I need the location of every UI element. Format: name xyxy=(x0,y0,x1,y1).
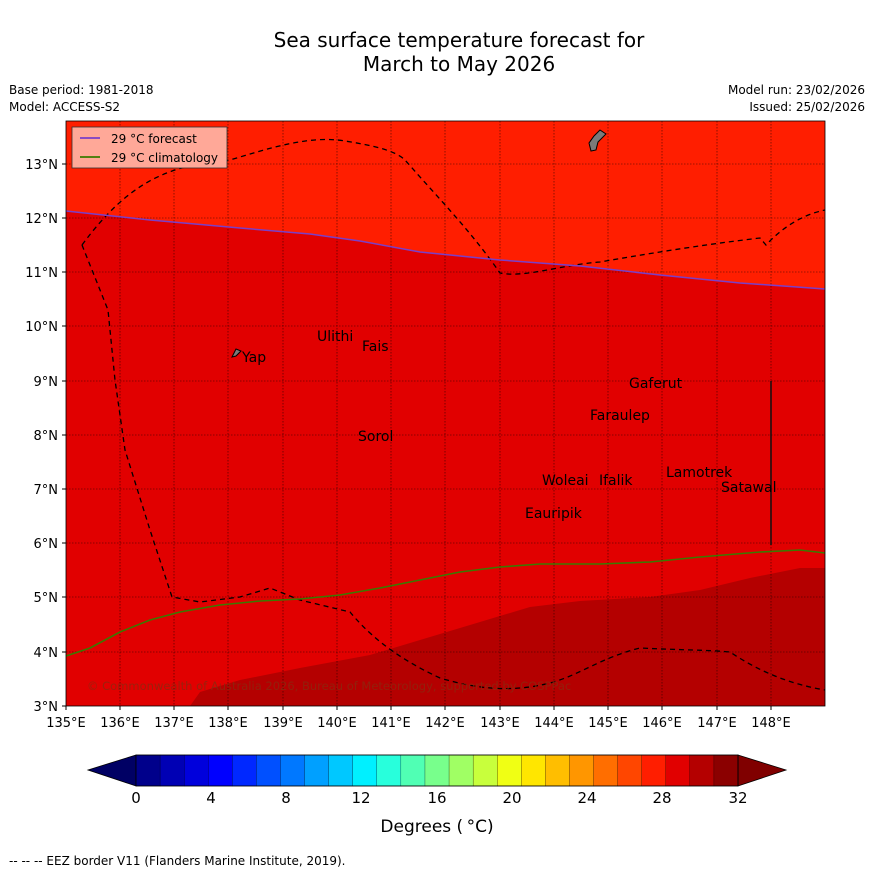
colorbar-tick-32: 32 xyxy=(728,789,747,807)
place-sorol: Sorol xyxy=(358,429,393,445)
model-text: Model: ACCESS-S2 xyxy=(9,100,121,114)
colorbar-swatches xyxy=(135,754,739,787)
colorbar-tick-8: 8 xyxy=(281,789,291,807)
place-ifalik: Ifalik xyxy=(599,473,633,489)
x-tick-138e: 138°E xyxy=(208,716,248,731)
colorbar-swatch xyxy=(304,754,330,787)
place-faraulep: Faraulep xyxy=(590,408,650,424)
x-axis xyxy=(65,706,772,710)
colorbar-swatch xyxy=(569,754,595,787)
y-tick-6n: 6°N xyxy=(34,537,59,552)
issued-text: Issued: 25/02/2026 xyxy=(749,100,865,114)
x-tick-145e: 145°E xyxy=(588,716,628,731)
x-tick-137e: 137°E xyxy=(154,716,194,731)
colorbar-swatch xyxy=(400,754,426,787)
colorbar-swatch xyxy=(328,754,354,787)
colorbar-tick-16: 16 xyxy=(427,789,446,807)
yap-island xyxy=(231,348,242,358)
x-tick-140e: 140°E xyxy=(317,716,357,731)
place-woleai: Woleai xyxy=(542,473,589,489)
y-axis xyxy=(62,163,66,707)
legend-forecast: 29 °C forecast xyxy=(111,132,197,146)
y-tick-9n: 9°N xyxy=(34,375,59,390)
forecast-29c-line xyxy=(65,210,826,290)
colorbar-tick-12: 12 xyxy=(351,789,370,807)
x-tick-135e: 135°E xyxy=(46,716,86,731)
colorbar-swatch xyxy=(280,754,306,787)
map-legend: 29 °C forecast 29 °C climatology xyxy=(71,126,228,169)
y-tick-8n: 8°N xyxy=(34,429,59,444)
x-tick-139e: 139°E xyxy=(263,716,303,731)
colorbar-tick-0: 0 xyxy=(131,789,141,807)
colorbar-swatch xyxy=(472,754,498,787)
x-tick-142e: 142°E xyxy=(425,716,465,731)
colorbar-swatch xyxy=(135,754,161,787)
y-tick-10n: 10°N xyxy=(25,320,58,335)
place-eauripik: Eauripik xyxy=(525,506,583,522)
colorbar-swatch xyxy=(232,754,257,787)
band-above-30 xyxy=(190,568,825,706)
base-period-text: Base period: 1981-2018 xyxy=(9,83,154,97)
y-tick-11n: 11°N xyxy=(25,266,58,281)
place-gaferut: Gaferut xyxy=(629,376,683,392)
band-28-29 xyxy=(66,211,825,706)
x-tick-141e: 141°E xyxy=(371,716,411,731)
chart-title-line1: Sea surface temperature forecast for xyxy=(273,28,645,52)
colorbar-swatch xyxy=(593,754,619,787)
colorbar-over-arrow xyxy=(737,754,788,787)
place-ulithi: Ulithi xyxy=(317,329,353,345)
x-tick-147e: 147°E xyxy=(697,716,737,731)
colorbar-swatch xyxy=(713,754,739,787)
place-satawal: Satawal xyxy=(721,480,776,496)
x-tick-144e: 144°E xyxy=(534,716,574,731)
place-yap: Yap xyxy=(241,350,266,366)
colorbar-swatch xyxy=(159,754,185,787)
colorbar-swatch xyxy=(545,754,570,787)
place-lamotrek: Lamotrek xyxy=(666,465,733,481)
copyright-text: © Commonwealth of Australia 2026, Bureau… xyxy=(87,679,571,693)
y-tick-13n: 13°N xyxy=(25,158,58,173)
colorbar-under-arrow xyxy=(86,754,137,787)
y-tick-5n: 5°N xyxy=(34,591,59,606)
climatology-29c-line xyxy=(65,549,826,657)
colorbar-swatch xyxy=(256,754,282,787)
legend-climatology: 29 °C climatology xyxy=(111,151,218,165)
colorbar-tick-24: 24 xyxy=(577,789,596,807)
y-tick-12n: 12°N xyxy=(25,212,58,227)
x-tick-148e: 148°E xyxy=(751,716,791,731)
eez-borders xyxy=(81,138,826,691)
colorbar-swatch xyxy=(665,754,691,787)
colorbar-swatch xyxy=(376,754,402,787)
footer-eez-note: -- -- -- EEZ border V11 (Flanders Marine… xyxy=(9,854,346,868)
colorbar-label: Degrees ( °C) xyxy=(380,817,493,837)
place-fais: Fais xyxy=(362,339,389,355)
y-tick-7n: 7°N xyxy=(34,483,59,498)
colorbar-swatch xyxy=(352,754,378,787)
colorbar-swatch xyxy=(424,754,450,787)
colorbar-swatch xyxy=(641,754,667,787)
colorbar-tick-20: 20 xyxy=(502,789,521,807)
colorbar-swatch xyxy=(521,754,546,787)
colorbar xyxy=(86,754,788,787)
colorbar-swatch xyxy=(184,754,209,787)
x-tick-143e: 143°E xyxy=(480,716,520,731)
guam-island xyxy=(588,129,607,152)
x-tick-146e: 146°E xyxy=(642,716,682,731)
x-tick-136e: 136°E xyxy=(100,716,140,731)
chart-title-line2: March to May 2026 xyxy=(362,52,556,76)
colorbar-swatch xyxy=(448,754,474,787)
model-run-text: Model run: 23/02/2026 xyxy=(727,83,865,97)
colorbar-tick-28: 28 xyxy=(652,789,671,807)
colorbar-swatch xyxy=(617,754,643,787)
colorbar-tick-4: 4 xyxy=(206,789,216,807)
y-tick-3n: 3°N xyxy=(34,700,59,715)
colorbar-swatch xyxy=(689,754,715,787)
y-tick-4n: 4°N xyxy=(34,646,59,661)
colorbar-swatch xyxy=(208,754,233,787)
colorbar-swatch xyxy=(497,754,522,787)
map-grid xyxy=(66,121,825,706)
